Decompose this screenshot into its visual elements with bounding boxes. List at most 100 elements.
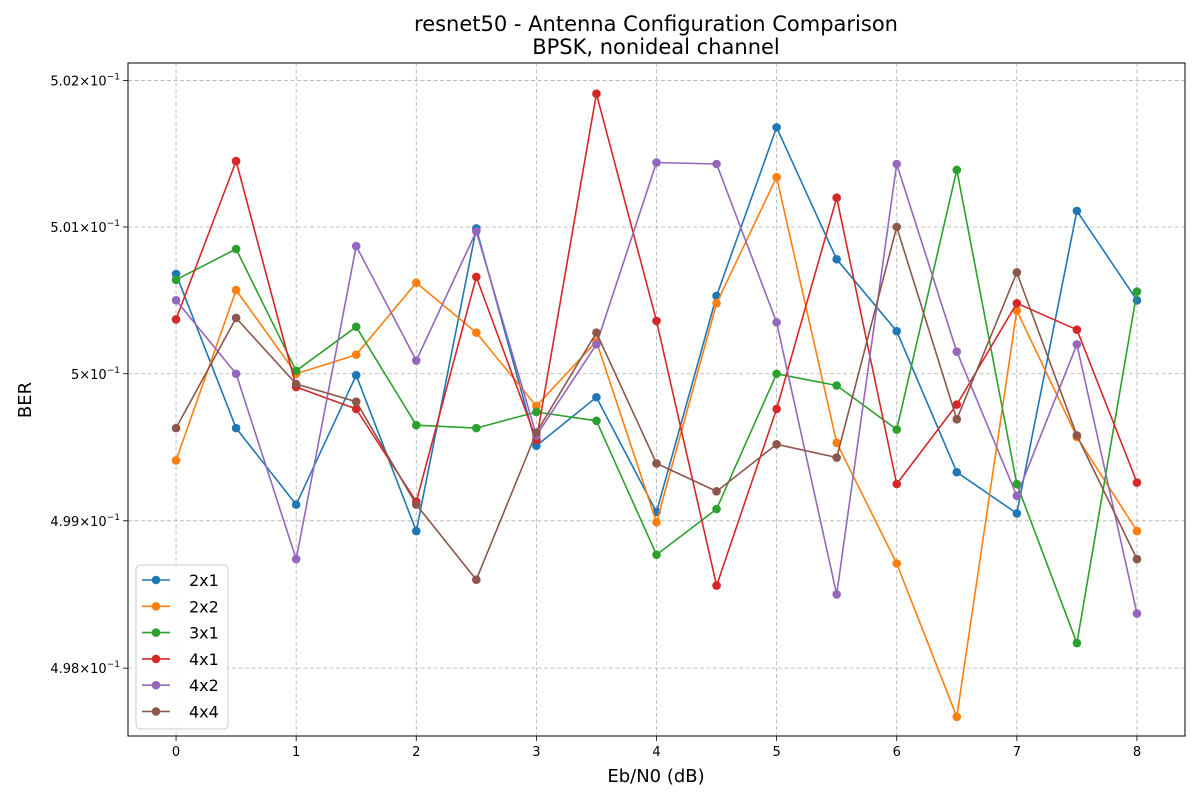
x-tick-label: 1 [292,745,300,760]
data-point [772,369,781,379]
data-point [772,439,781,449]
data-point [1132,287,1142,296]
data-point [1012,298,1022,308]
x-axis-label: Eb/N0 (dB) [607,766,704,787]
data-point [952,347,962,357]
data-point [231,285,241,295]
data-point [472,272,481,282]
data-point [832,193,841,202]
data-point [1012,491,1022,501]
series-4x4 [171,222,1142,584]
y-tick-label: 4.98×10−1 [50,660,120,677]
x-tick-label: 2 [412,745,420,760]
data-point [171,296,181,305]
data-point [1072,340,1082,349]
data-point [231,156,241,166]
data-point [532,441,541,451]
data-point [291,554,301,564]
legend-label: 4x4 [189,703,219,722]
data-point [231,313,241,323]
data-point [892,222,902,232]
x-tick-label: 5 [772,745,780,760]
data-point [411,356,421,365]
data-point [351,241,361,251]
legend-swatch-marker [151,575,161,585]
data-point [472,227,481,236]
data-point [411,500,421,509]
data-point [1012,306,1022,315]
data-point [171,315,181,324]
x-tick-label: 4 [652,745,660,760]
data-point [291,379,301,389]
data-point [832,381,841,390]
data-point [411,526,421,536]
data-point [772,318,781,327]
data-point [231,423,241,433]
data-point [1072,638,1082,648]
legend-swatch-marker [151,602,161,611]
data-point [592,392,601,402]
legend-swatch-marker [151,680,161,690]
x-axis-ticks: 0 1 2 3 4 5 6 7 8 [172,736,1141,760]
legend-label: 3x1 [189,624,219,643]
data-point [1012,479,1022,489]
y-tick-label: 5.01×10−1 [50,219,120,236]
data-point [1132,478,1142,487]
data-point [171,275,181,285]
data-point [231,369,241,379]
y-tick-label: 5.02×10−1 [50,73,120,90]
data-point [532,428,541,437]
data-point [351,350,361,359]
data-point [1132,296,1142,305]
data-point [952,712,962,722]
data-point [171,423,181,433]
data-point [171,456,181,465]
data-point [231,244,241,254]
data-point [652,158,661,167]
data-point [351,370,361,380]
legend-label: 4x2 [189,676,219,695]
data-point [652,517,661,527]
data-point [1072,325,1082,334]
data-point [472,575,481,584]
data-point [772,172,781,182]
chart-title: resnet50 - Antenna Configuration Compari… [414,12,898,36]
data-point [832,438,841,448]
data-point [772,123,781,132]
data-point [712,159,721,169]
x-tick-label: 0 [172,745,180,760]
data-point [652,550,661,559]
legend-label: 4x1 [189,650,219,669]
data-point [712,581,721,590]
y-tick-label: 5×10−1 [71,366,120,383]
data-point [1132,554,1142,564]
data-point [952,415,962,424]
data-point [411,420,421,430]
data-point [592,328,601,337]
data-point [1012,509,1022,518]
data-point [712,487,721,496]
data-point [1132,526,1142,536]
data-point [472,423,481,433]
data-point [772,404,781,414]
legend-label: 2x1 [189,571,219,590]
data-point [1012,268,1022,277]
legend-label: 2x2 [189,597,219,616]
data-point [291,366,301,376]
data-point [832,453,841,462]
data-point [532,407,541,417]
data-point [291,500,301,509]
data-point [952,467,962,477]
legend-swatch-marker [151,707,161,716]
y-tick-label: 4.99×10−1 [50,513,120,530]
data-point [351,322,361,332]
series-layer [171,89,1142,722]
data-point [832,590,841,599]
data-point [652,316,661,326]
x-tick-label: 7 [1013,745,1021,760]
legend: 2x1 2x2 3x1 4x1 4x2 4x4 [135,564,229,730]
legend-swatch-marker [151,628,161,637]
legend-swatch-marker [151,654,161,664]
data-point [652,459,661,468]
